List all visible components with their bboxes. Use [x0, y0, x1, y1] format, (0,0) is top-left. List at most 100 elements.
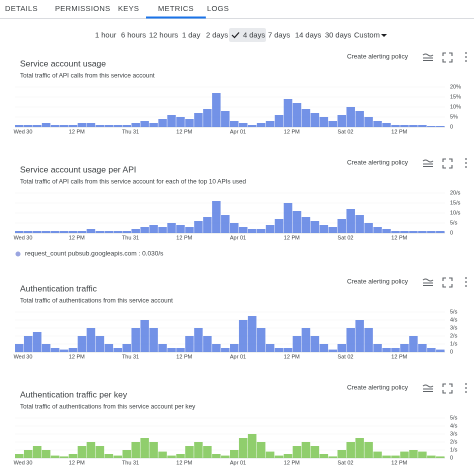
chart-subtitle: Total traffic of authentications from th…: [20, 404, 196, 411]
more-icon-dot[interactable]: [465, 52, 467, 54]
traffic-bar: [185, 119, 194, 127]
fullscreen-icon[interactable]: [442, 158, 453, 169]
traffic-bar: [194, 442, 203, 458]
traffic-bar: [346, 442, 355, 458]
traffic-bar: [149, 442, 158, 458]
time-range-button[interactable]: 4 days: [243, 30, 265, 39]
chart-options-icon[interactable]: [422, 278, 434, 286]
time-range-button[interactable]: 30 days: [325, 30, 352, 39]
create-alert-link[interactable]: Create alerting policy: [347, 385, 409, 392]
traffic-bar: [328, 121, 338, 127]
more-icon-dot[interactable]: [465, 383, 467, 385]
time-range-button[interactable]: 2 days: [206, 30, 228, 39]
chart-options-icon[interactable]: [422, 53, 434, 61]
traffic-bar: [122, 125, 132, 127]
traffic-bar: [113, 125, 123, 127]
x-tick-label: 12 PM: [391, 235, 407, 241]
traffic-bar: [23, 231, 33, 233]
create-alert-link[interactable]: Create alerting policy: [347, 160, 409, 167]
more-icon-dot[interactable]: [465, 391, 467, 393]
time-range-button[interactable]: 1 day: [182, 30, 201, 39]
more-icon-dot[interactable]: [465, 285, 467, 287]
time-range-button[interactable]: 6 hours: [121, 30, 146, 39]
traffic-bar: [203, 217, 212, 233]
traffic-bar: [158, 451, 167, 458]
traffic-bar: [319, 344, 329, 352]
create-alert-link[interactable]: Create alerting policy: [347, 54, 409, 61]
traffic-bar: [68, 125, 78, 127]
traffic-bar: [436, 349, 445, 352]
create-alert-link[interactable]: Create alerting policy: [347, 279, 409, 286]
time-range-button[interactable]: 1 hour: [95, 30, 117, 39]
y-tick-label: 4/s: [450, 317, 458, 323]
x-tick-label: 12 PM: [69, 129, 85, 135]
tab[interactable]: KEYS: [118, 4, 139, 13]
more-icon-dot[interactable]: [465, 166, 467, 168]
y-tick-label: 10%: [450, 104, 461, 110]
more-icon-dot[interactable]: [465, 158, 467, 160]
traffic-bar: [301, 442, 311, 458]
traffic-bar: [41, 123, 51, 127]
traffic-bar: [427, 126, 436, 127]
y-tick-label: 0: [450, 349, 453, 355]
more-icon-dot[interactable]: [465, 387, 467, 389]
fullscreen-icon[interactable]: [442, 383, 453, 394]
tab[interactable]: PERMISSIONS: [55, 4, 110, 13]
x-tick-label: 12 PM: [284, 354, 300, 360]
traffic-bar: [292, 336, 302, 352]
tab[interactable]: DETAILS: [5, 4, 38, 13]
x-tick-label: 12 PM: [391, 354, 407, 360]
x-tick-label: Wed 30: [14, 354, 33, 360]
more-icon-dot[interactable]: [465, 60, 467, 62]
traffic-bar: [15, 454, 24, 458]
traffic-bar: [86, 328, 96, 352]
tab[interactable]: METRICS: [158, 4, 194, 13]
traffic-bar: [310, 113, 320, 127]
x-tick-label: 12 PM: [69, 235, 85, 241]
traffic-bar: [409, 231, 418, 233]
traffic-bar: [86, 229, 96, 233]
traffic-bar: [15, 125, 24, 127]
traffic-bar: [292, 103, 302, 127]
dropdown-arrow[interactable]: [381, 34, 387, 37]
traffic-bar: [319, 454, 329, 458]
traffic-bar: [59, 456, 69, 458]
traffic-bar: [283, 454, 293, 458]
traffic-bar: [256, 229, 266, 233]
time-range-button[interactable]: Custom: [354, 30, 380, 39]
fullscreen-icon[interactable]: [442, 277, 453, 288]
tab[interactable]: LOGS: [207, 4, 229, 13]
tab-indicator: [146, 16, 206, 19]
traffic-bar: [230, 450, 239, 458]
traffic-bar: [32, 125, 42, 127]
traffic-bar: [212, 93, 221, 127]
traffic-bar: [238, 123, 248, 127]
chart-options-icon[interactable]: [422, 159, 434, 167]
x-tick-label: Thu 31: [122, 235, 139, 241]
more-icon-dot[interactable]: [465, 162, 467, 164]
traffic-bar: [319, 117, 329, 127]
x-tick-label: Apr 01: [230, 235, 246, 241]
chart-options-icon[interactable]: [422, 384, 434, 392]
traffic-bar: [310, 336, 320, 352]
traffic-bar: [158, 344, 167, 352]
traffic-bar: [274, 455, 284, 458]
traffic-bar: [185, 446, 194, 458]
more-icon-dot[interactable]: [465, 277, 467, 279]
traffic-bar: [355, 320, 364, 352]
traffic-bar: [185, 227, 194, 233]
traffic-bar: [167, 223, 176, 233]
more-icon-dot[interactable]: [465, 56, 467, 58]
x-tick-label: 12 PM: [391, 129, 407, 135]
more-icon-dot[interactable]: [465, 281, 467, 283]
time-range-button[interactable]: 14 days: [295, 30, 322, 39]
traffic-bar: [310, 221, 320, 233]
traffic-bar: [158, 227, 167, 233]
traffic-bar: [23, 450, 33, 458]
x-tick-label: Wed 30: [14, 460, 33, 466]
time-range-button[interactable]: 12 hours: [149, 30, 178, 39]
fullscreen-icon[interactable]: [442, 52, 453, 63]
time-range-button[interactable]: 7 days: [268, 30, 290, 39]
traffic-bar: [95, 446, 105, 458]
legend-label: request_count pubsub.googleapis.com : 0.…: [25, 251, 164, 258]
